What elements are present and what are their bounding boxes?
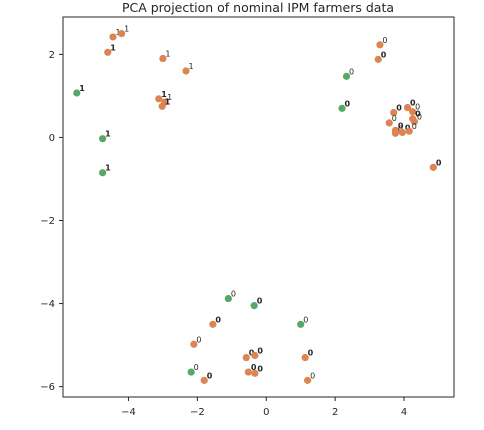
scatter-point-orange [190, 340, 198, 348]
x-tick-label: −2 [190, 407, 205, 418]
point-label: 1 [105, 130, 111, 139]
point-label: 0 [398, 121, 404, 130]
scatter-point-green [99, 135, 107, 143]
point-label: 0 [257, 346, 263, 355]
scatter-point-orange [398, 128, 406, 137]
point-label: 0 [257, 364, 263, 373]
point-label: 0 [194, 363, 199, 372]
scatter-point-orange [376, 41, 384, 49]
scatter-point-orange [301, 353, 309, 362]
x-tick-label: 0 [263, 407, 269, 418]
scatter-point-orange [403, 103, 412, 112]
point-label: 0 [349, 67, 354, 76]
y-tick-label: −2 [40, 216, 55, 227]
point-label: 0 [381, 50, 387, 59]
scatter-point-orange [410, 118, 418, 126]
plot-area-frame [62, 16, 455, 398]
point-label: 0 [249, 349, 255, 358]
scatter-point-orange [158, 102, 166, 110]
scatter-point-orange [155, 95, 163, 103]
scatter-point-orange [242, 353, 250, 362]
scatter-point-orange [303, 376, 312, 384]
point-label: 0 [310, 371, 315, 380]
point-label: 1 [165, 50, 170, 59]
scatter-point-green [73, 89, 81, 97]
scatter-point-orange [385, 119, 393, 127]
scatter-point-orange [182, 67, 190, 75]
y-tick-label: 0 [49, 133, 55, 144]
scatter-point-green [187, 368, 195, 376]
scatter-point-green [250, 302, 258, 310]
point-label: 0 [392, 114, 397, 123]
point-label: 0 [436, 158, 442, 167]
chart-title: PCA projection of nominal IPM farmers da… [122, 0, 394, 15]
point-label: 0 [415, 110, 421, 119]
scatter-point-orange [405, 127, 413, 135]
x-tick-label: −4 [121, 407, 136, 418]
point-label: 0 [398, 124, 403, 133]
scatter-point-orange [209, 320, 217, 328]
scatter-point-orange [390, 108, 398, 117]
point-label: 1 [79, 84, 85, 93]
axis-ticks: −4 −2 0 2 4 −6 −4 −2 0 2 [40, 50, 407, 418]
scatter-point-orange [200, 376, 208, 384]
point-label: 0 [196, 335, 201, 344]
scatter-point-green [297, 320, 305, 328]
scatter-point-orange [391, 129, 400, 137]
point-label: 0 [396, 104, 402, 113]
scatter-point-orange [374, 55, 382, 63]
point-label: 0 [215, 315, 221, 324]
scatter-point-green [99, 169, 107, 177]
point-label: 1 [105, 164, 111, 173]
scatter-point-orange [159, 54, 167, 63]
point-label: 0 [308, 349, 314, 358]
point-label: 0 [382, 36, 387, 45]
scatter-point-orange [251, 369, 259, 377]
point-label: 1 [124, 25, 129, 34]
point-label: 0 [207, 371, 213, 380]
point-label: 0 [303, 315, 308, 324]
point-label: 1 [188, 62, 193, 71]
point-label: 0 [257, 297, 263, 306]
point-label: 0 [412, 122, 417, 131]
point-label: 1 [115, 28, 120, 37]
scatter-point-orange [409, 108, 417, 116]
point-label: 0 [251, 363, 257, 372]
scatter-point-orange [109, 33, 117, 41]
scatter-point-orange [251, 351, 259, 360]
y-tick-label: −4 [40, 299, 55, 310]
point-label: 0 [345, 99, 351, 108]
scatter-point-green [338, 104, 346, 112]
scatter-point-orange [244, 368, 252, 376]
point-label: 0 [415, 103, 420, 112]
point-label: 1 [165, 97, 171, 106]
scatter-point-orange [429, 163, 437, 171]
y-tick-label: −6 [40, 382, 55, 393]
x-tick-label: 4 [401, 407, 407, 418]
point-label: 1 [110, 43, 116, 52]
point-label: 0 [231, 290, 236, 299]
point-label: 1 [161, 90, 167, 99]
x-tick-label: 2 [332, 407, 338, 418]
scatter-point-orange [117, 30, 126, 38]
y-tick-label: 2 [49, 50, 55, 61]
point-label: 0 [417, 113, 422, 122]
scatter-point-green [342, 72, 351, 80]
point-label: 1 [167, 93, 172, 102]
scatter-point-green [224, 294, 232, 303]
scatter-point-orange [104, 48, 112, 56]
point-label: 0 [410, 99, 416, 108]
